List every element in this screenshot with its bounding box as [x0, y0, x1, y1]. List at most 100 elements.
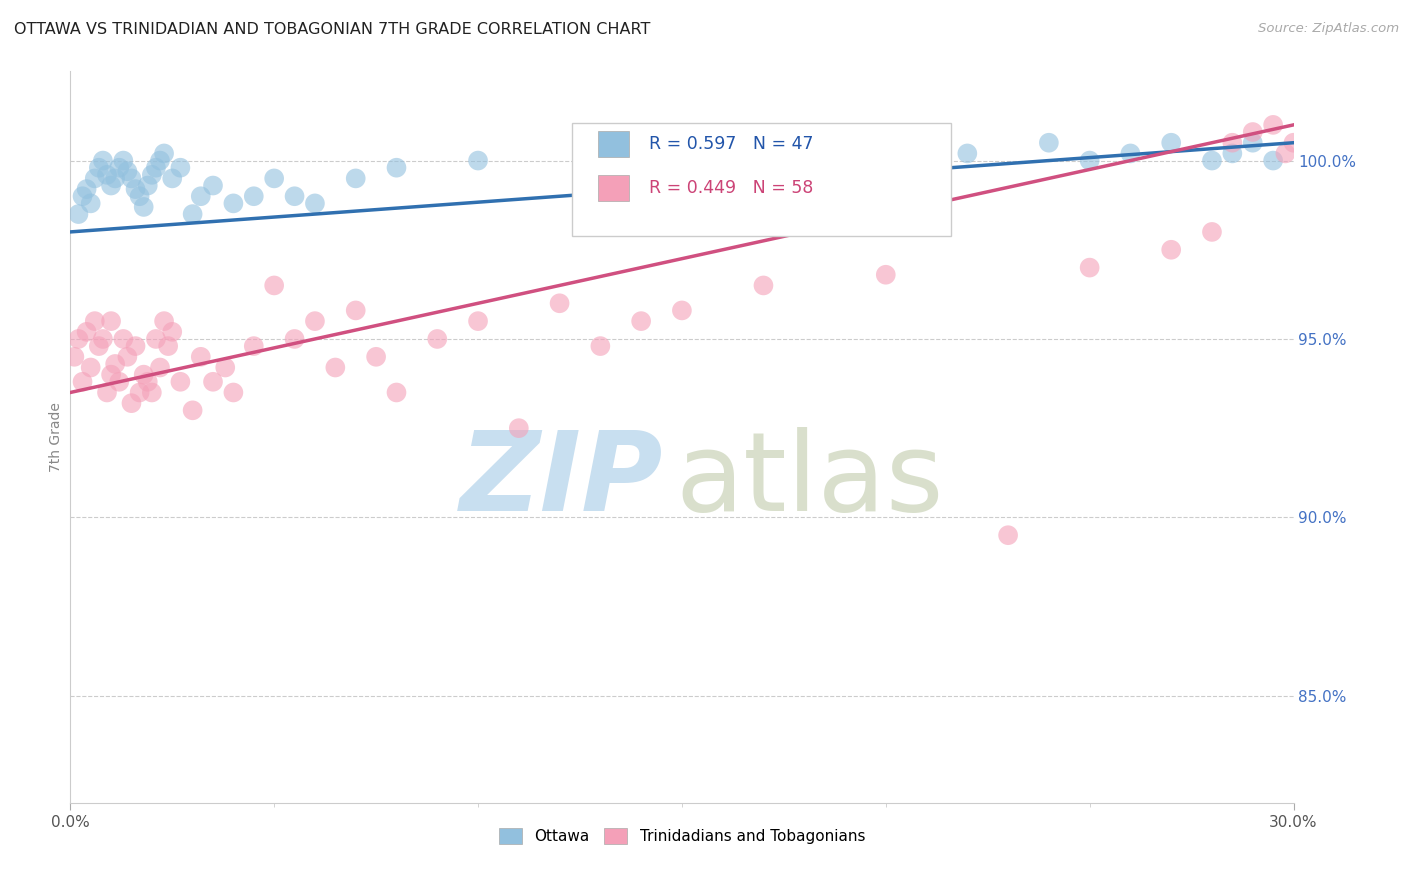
Text: OTTAWA VS TRINIDADIAN AND TOBAGONIAN 7TH GRADE CORRELATION CHART: OTTAWA VS TRINIDADIAN AND TOBAGONIAN 7TH… — [14, 22, 651, 37]
Point — [202, 375, 225, 389]
Point — [1282, 136, 1305, 150]
Point — [83, 171, 105, 186]
Text: atlas: atlas — [676, 427, 945, 534]
Point — [132, 368, 155, 382]
Point — [124, 182, 146, 196]
Point — [181, 207, 204, 221]
Point — [1220, 136, 1243, 150]
Legend: Ottawa, Trinidadians and Tobagonians: Ottawa, Trinidadians and Tobagonians — [492, 822, 872, 850]
Point — [875, 268, 897, 282]
Point — [132, 200, 155, 214]
Point — [1201, 153, 1223, 168]
Point — [1263, 153, 1285, 168]
Point — [112, 332, 135, 346]
Point — [1119, 146, 1142, 161]
Point — [83, 314, 105, 328]
Text: Source: ZipAtlas.com: Source: ZipAtlas.com — [1258, 22, 1399, 36]
Point — [344, 303, 367, 318]
Point — [284, 189, 307, 203]
Point — [752, 278, 775, 293]
FancyBboxPatch shape — [598, 176, 630, 201]
Point — [149, 153, 172, 168]
Point — [87, 339, 110, 353]
Point — [304, 314, 326, 328]
Point — [145, 161, 167, 175]
Point — [91, 332, 114, 346]
Y-axis label: 7th Grade: 7th Grade — [49, 402, 63, 472]
Point — [104, 171, 127, 186]
Point — [162, 171, 183, 186]
Point — [72, 189, 94, 203]
Point — [104, 357, 127, 371]
Point — [997, 528, 1019, 542]
Point — [1263, 118, 1285, 132]
Point — [630, 314, 652, 328]
Point — [76, 182, 98, 196]
Point — [112, 153, 135, 168]
Point — [366, 350, 388, 364]
Point — [190, 189, 212, 203]
Point — [344, 171, 367, 186]
Point — [426, 332, 449, 346]
Point — [128, 189, 150, 203]
Point — [136, 375, 159, 389]
Point — [467, 153, 489, 168]
Point — [136, 178, 159, 193]
Point — [214, 360, 236, 375]
Point — [711, 136, 734, 150]
Point — [141, 168, 163, 182]
Text: R = 0.597   N = 47: R = 0.597 N = 47 — [650, 136, 814, 153]
Point — [67, 332, 90, 346]
Point — [91, 153, 114, 168]
Point — [1078, 153, 1101, 168]
Point — [956, 146, 979, 161]
Point — [67, 207, 90, 221]
Point — [153, 146, 176, 161]
Point — [548, 296, 571, 310]
Point — [96, 385, 118, 400]
Point — [589, 146, 612, 161]
Point — [304, 196, 326, 211]
Point — [190, 350, 212, 364]
Point — [169, 375, 191, 389]
Point — [1038, 136, 1060, 150]
Text: ZIP: ZIP — [460, 427, 664, 534]
Point — [243, 339, 266, 353]
Point — [117, 164, 139, 178]
Point — [141, 385, 163, 400]
Point — [100, 314, 122, 328]
Point — [385, 161, 408, 175]
Point — [284, 332, 307, 346]
Point — [153, 314, 176, 328]
Point — [100, 368, 122, 382]
Point — [508, 421, 530, 435]
Point — [121, 171, 143, 186]
Point — [1160, 243, 1182, 257]
Point — [117, 350, 139, 364]
Point — [263, 171, 285, 186]
Text: R = 0.449   N = 58: R = 0.449 N = 58 — [650, 179, 813, 197]
Point — [1160, 136, 1182, 150]
Point — [162, 325, 183, 339]
Point — [169, 161, 191, 175]
Point — [108, 375, 131, 389]
Point — [79, 360, 103, 375]
Point — [108, 161, 131, 175]
Point — [145, 332, 167, 346]
Point — [121, 396, 143, 410]
Point — [149, 360, 172, 375]
Point — [589, 339, 612, 353]
Point — [385, 385, 408, 400]
Point — [72, 375, 94, 389]
FancyBboxPatch shape — [598, 131, 630, 157]
Point — [222, 196, 245, 211]
Point — [263, 278, 285, 293]
Point — [1274, 146, 1296, 161]
Point — [96, 168, 118, 182]
Point — [323, 360, 347, 375]
Point — [128, 385, 150, 400]
Point — [202, 178, 225, 193]
Point — [63, 350, 86, 364]
Point — [1241, 136, 1264, 150]
Point — [671, 303, 693, 318]
